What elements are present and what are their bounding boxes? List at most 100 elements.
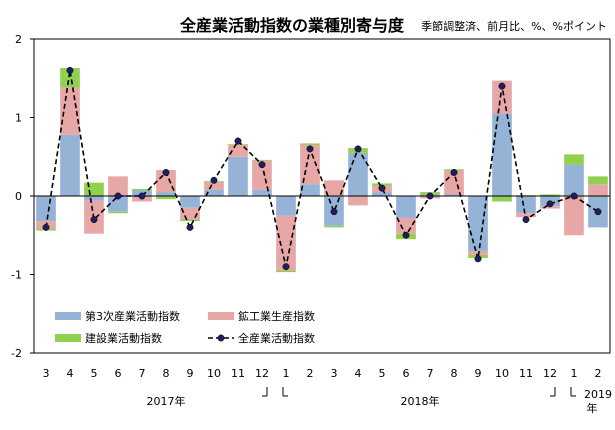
year-label: 2019 年	[584, 388, 612, 415]
bar-2-19	[468, 250, 488, 255]
total-index-point-19	[474, 255, 482, 263]
bar-3-6	[156, 196, 176, 200]
bar-3-22	[540, 194, 560, 196]
x-tick-label: 2	[307, 367, 314, 380]
chart-subtitle: 季節調整済、前月比、%、%ポイント	[421, 19, 607, 33]
bar-3-3	[84, 182, 104, 196]
bar-1-15	[372, 192, 392, 196]
x-tick-label: 10	[495, 367, 509, 380]
bar-3-12	[300, 143, 320, 145]
x-tick-label: 11	[519, 367, 533, 380]
bar-1-12	[300, 184, 320, 196]
total-index-point-7	[186, 223, 194, 231]
bar-1-20	[492, 113, 512, 196]
x-tick-label: 12	[255, 367, 269, 380]
bar-2-24	[588, 184, 608, 196]
bar-1-16	[396, 196, 416, 218]
x-tick-label: 7	[427, 367, 434, 380]
x-tick-label: 3	[331, 367, 338, 380]
total-index-point-20	[498, 82, 506, 90]
x-tick-label: 8	[451, 367, 458, 380]
legend-label: 建設業活動指数	[85, 331, 162, 345]
x-tick-label: 4	[355, 367, 362, 380]
year-label: 2017年	[147, 394, 186, 408]
x-tick-label: 9	[187, 367, 194, 380]
bar-2-16	[396, 217, 416, 234]
bar-3-13	[324, 225, 344, 228]
total-index-point-2	[66, 66, 74, 74]
bar-2-20	[492, 80, 512, 114]
x-tick-label: 1	[283, 367, 290, 380]
bar-3-10	[252, 159, 272, 161]
legend-label: 鉱工業生産指数	[238, 309, 315, 323]
total-index-point-22	[546, 200, 554, 208]
bar-1-2	[60, 134, 80, 196]
x-tick-label: 5	[379, 367, 386, 380]
bar-2-9	[228, 144, 248, 157]
bar-2-22	[540, 206, 560, 209]
y-tick-label: -1	[11, 269, 22, 282]
total-index-point-3	[90, 216, 98, 224]
x-tick-label: 10	[207, 367, 221, 380]
bar-3-2	[60, 68, 80, 88]
bar-3-20	[492, 196, 512, 202]
total-index-point-8	[210, 176, 218, 184]
total-index-point-11	[282, 263, 290, 271]
x-tick-label: 3	[43, 367, 50, 380]
bar-2-23	[564, 196, 584, 236]
legend-swatch	[55, 334, 81, 342]
total-index-point-13	[330, 208, 338, 216]
bar-1-7	[180, 196, 200, 208]
total-index-point-6	[162, 169, 170, 176]
year-separator-mark	[282, 387, 288, 397]
total-index-line	[45, 70, 599, 267]
bar-2-8	[204, 181, 224, 190]
x-tick-label: 4	[67, 367, 74, 380]
bar-2-11	[276, 215, 296, 271]
legend-item: 第3次産業活動指数	[55, 309, 180, 323]
bar-3-11	[276, 270, 296, 273]
bar-1-1	[36, 196, 56, 222]
total-index-point-10	[258, 161, 266, 169]
y-tick-label: 0	[15, 190, 22, 203]
total-index-point-24	[594, 208, 602, 216]
x-tick-label: 5	[91, 367, 98, 380]
bar-1-11	[276, 196, 296, 216]
total-index-point-17	[426, 192, 434, 200]
total-index-point-9	[234, 137, 242, 145]
x-tick-label: 12	[543, 367, 557, 380]
total-index-point-4	[114, 192, 122, 200]
x-tick-label: 8	[163, 367, 170, 380]
y-tick-label: 1	[15, 112, 22, 125]
bar-2-13	[324, 180, 344, 196]
total-index-point-23	[570, 192, 578, 200]
legend-swatch	[208, 312, 234, 320]
bar-1-23	[564, 164, 584, 196]
bar-3-5	[132, 188, 152, 191]
bar-3-23	[564, 154, 584, 165]
legend-label: 第3次産業活動指数	[85, 309, 180, 323]
bar-1-10	[252, 189, 272, 196]
x-tick-label: 2	[595, 367, 602, 380]
bar-1-21	[516, 196, 536, 214]
bar-1-14	[348, 152, 368, 196]
bar-1-9	[228, 156, 248, 196]
year-separator-mark	[262, 387, 268, 397]
bar-1-6	[156, 192, 176, 196]
bar-2-21	[516, 213, 536, 218]
total-index-point-1	[42, 223, 50, 231]
legend-item: 建設業活動指数	[55, 331, 162, 345]
y-tick-label: -2	[11, 347, 22, 360]
bar-3-9	[228, 144, 248, 145]
bar-2-4	[108, 176, 128, 196]
year-separator-mark	[570, 387, 576, 397]
y-tick-label: 2	[15, 33, 22, 46]
total-index-point-18	[450, 169, 458, 176]
legend-item: 鉱工業生産指数	[208, 309, 315, 323]
x-tick-label: 9	[475, 367, 482, 380]
total-index-point-14	[354, 145, 362, 153]
bar-1-8	[204, 189, 224, 196]
chart-title: 全産業活動指数の業種別寄与度	[179, 16, 405, 35]
